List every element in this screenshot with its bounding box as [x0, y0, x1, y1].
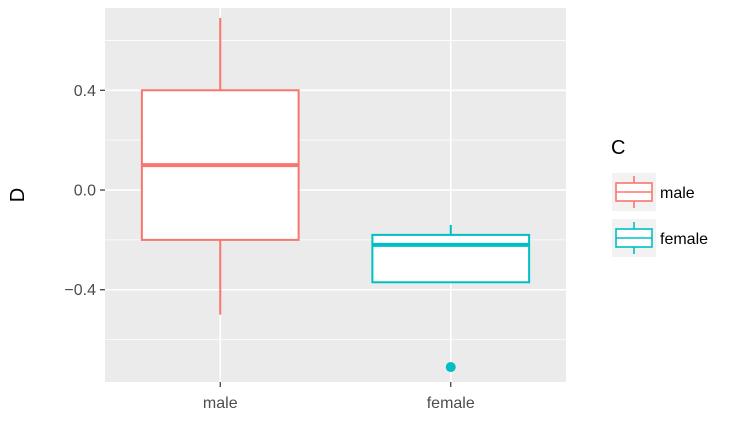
y-tick-label: 0.4: [74, 83, 96, 100]
legend-item-male: male: [612, 173, 695, 211]
y-tick-label: 0.0: [74, 183, 96, 200]
legend-title: C: [611, 137, 625, 159]
box-male: [140, 17, 300, 315]
legend-label: female: [660, 231, 708, 248]
boxes: [140, 17, 531, 373]
y-tick-label: −0.4: [64, 282, 96, 299]
y-axis: −0.4 0.0 0.4: [64, 83, 105, 299]
x-tick-label: male: [203, 395, 238, 412]
box-iqr: [371, 233, 531, 284]
legend-item-female: female: [612, 219, 708, 257]
outlier-point: [445, 362, 456, 373]
legend-label: male: [660, 185, 695, 202]
legend: C male female: [611, 137, 708, 257]
x-tick-label: female: [427, 395, 475, 412]
y-axis-title: D: [7, 188, 29, 202]
x-axis: male female: [203, 382, 475, 412]
box-female: [371, 224, 531, 373]
